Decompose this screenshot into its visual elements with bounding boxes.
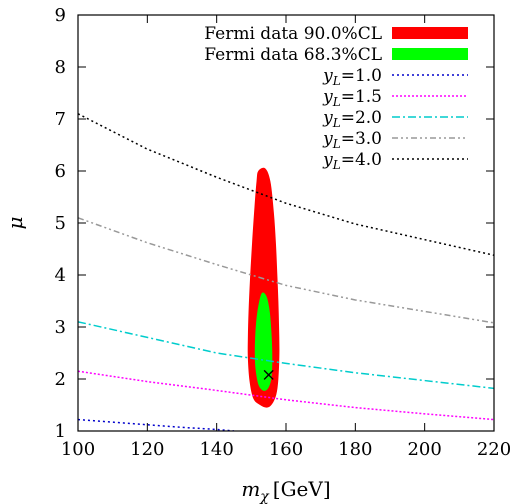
y-tick-label: 4	[55, 265, 66, 286]
legend-label-var: y	[322, 108, 333, 128]
y-tick-label: 8	[55, 57, 66, 78]
legend-label-var: y	[322, 150, 333, 170]
series-line-1	[78, 370, 494, 421]
y-axis-label: μ	[3, 217, 27, 230]
series-line-0	[78, 418, 235, 431]
legend-label-var: y	[322, 66, 333, 86]
series-line-2	[78, 321, 494, 390]
legend-swatch-region	[392, 48, 468, 60]
legend-label-value: =3.0	[341, 129, 382, 149]
x-axis-label-main: m	[241, 477, 260, 501]
series-line-4	[78, 113, 494, 256]
plot-data-group: ×	[78, 113, 494, 431]
x-axis-label-sub: χ	[259, 489, 270, 504]
x-tick-label: 100	[61, 439, 95, 460]
x-tick-label: 160	[269, 439, 303, 460]
best-fit-marker: ×	[261, 364, 276, 385]
legend-label-series: yL=1.0	[322, 66, 382, 88]
y-tick-label: 2	[55, 369, 66, 390]
x-tick-label: 140	[199, 439, 233, 460]
legend-label-region: Fermi data 90.0%CL	[204, 24, 382, 44]
x-tick-label: 120	[130, 439, 164, 460]
axes-layer: 100 120 140 160 180 200 220 1 2 3 4 5 6 7 8 9 mχ [GeV] μ	[3, 5, 511, 504]
plot-layer: ×	[78, 113, 494, 431]
x-axis-label: mχ [GeV]	[241, 477, 330, 504]
legend-label-series: yL=2.0	[322, 108, 382, 130]
legend-label-var: y	[322, 87, 333, 107]
legend-label-sub: L	[332, 95, 341, 109]
legend-label-value: =1.0	[341, 66, 382, 86]
legend-label-sub: L	[332, 137, 341, 151]
y-tick-label: 7	[55, 109, 66, 130]
legend-label-value: =2.0	[341, 108, 382, 128]
x-tick-label: 180	[338, 439, 372, 460]
legend-label-sub: L	[332, 74, 341, 88]
y-tick-label: 9	[55, 5, 66, 26]
y-tick-label: 5	[55, 213, 66, 234]
y-tick-label: 1	[55, 421, 66, 442]
legend-label-region: Fermi data 68.3%CL	[204, 45, 382, 65]
region-68cl	[254, 292, 273, 391]
legend-swatch-region	[392, 27, 468, 39]
legend-label-series: yL=1.5	[322, 87, 382, 109]
y-tick-label: 3	[55, 317, 66, 338]
legend-label-value: =4.0	[341, 150, 382, 170]
legend-label-value: =1.5	[341, 87, 382, 107]
x-axis-label-unit: [GeV]	[273, 477, 331, 501]
legend-label-sub: L	[332, 116, 341, 130]
y-tick-label: 6	[55, 161, 66, 182]
legend-label-var: y	[322, 129, 333, 149]
series-line-3	[78, 217, 494, 324]
legend-label-series: yL=3.0	[322, 129, 382, 151]
x-tick-label: 200	[407, 439, 441, 460]
legend-label-sub: L	[332, 158, 341, 172]
x-tick-label: 220	[477, 439, 511, 460]
legend-label-series: yL=4.0	[322, 150, 382, 172]
